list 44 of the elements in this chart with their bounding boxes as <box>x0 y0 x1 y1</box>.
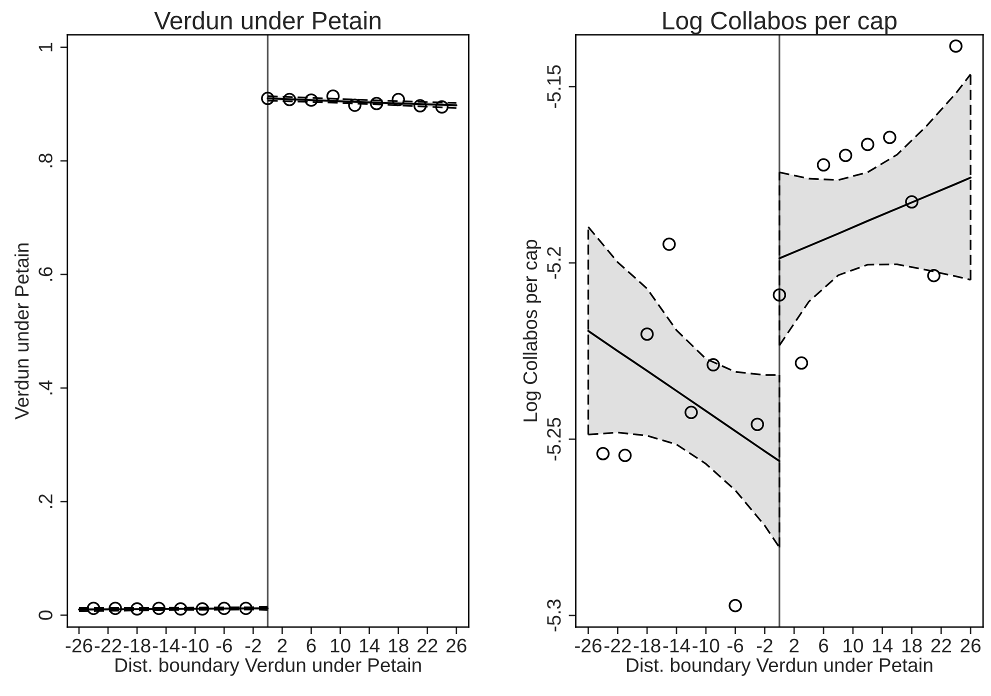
y-tick-label: .4 <box>38 380 52 394</box>
chart-title: Verdun under Petain <box>154 11 380 30</box>
x-tick-label: -6 <box>728 638 744 652</box>
x-tick-label: -10 <box>182 638 208 652</box>
y-axis-title: Verdun under Petain <box>14 244 29 420</box>
y-tick-label: -5.15 <box>547 65 561 108</box>
y-tick-label: 0 <box>38 610 52 620</box>
x-tick-label: 22 <box>931 638 952 652</box>
x-tick-label: 22 <box>418 638 438 652</box>
x-tick-label: 26 <box>446 638 466 652</box>
x-tick-label: -22 <box>604 638 631 652</box>
y-tick-label: .8 <box>38 154 52 168</box>
chart-title: Log Collabos per cap <box>663 11 897 34</box>
x-tick-label: -22 <box>94 638 122 652</box>
y-tick-label: .2 <box>38 494 52 508</box>
y-tick-label: -5.2 <box>547 247 561 279</box>
x-tick-label: 2 <box>278 638 287 652</box>
x-tick-label: 10 <box>330 638 350 652</box>
x-tick-label: 18 <box>389 638 408 652</box>
x-tick-label: -14 <box>152 638 180 652</box>
x-tick-label: -18 <box>634 638 660 652</box>
x-tick-label: -26 <box>575 638 602 652</box>
x-tick-label: 10 <box>844 638 863 652</box>
x-axis-title: Dist. boundary Verdun under Petain <box>116 658 421 676</box>
x-tick-label: -14 <box>663 638 690 652</box>
x-axis-title: Dist. boundary Verdun under Petain <box>626 658 932 676</box>
y-tick-label: -5.3 <box>547 600 561 632</box>
x-tick-label: 26 <box>960 638 981 652</box>
y-tick-label: -5.25 <box>547 418 561 460</box>
y-axis-title: Log Collabos per cap <box>522 240 541 422</box>
x-tick-label: -10 <box>692 638 720 652</box>
x-tick-label: 14 <box>360 638 380 652</box>
x-tick-label: -2 <box>756 638 772 652</box>
x-tick-label: -2 <box>245 638 261 652</box>
x-tick-label: 18 <box>902 638 922 652</box>
x-tick-label: -6 <box>216 638 232 652</box>
x-tick-label: 6 <box>819 638 828 652</box>
y-tick-label: .6 <box>38 267 52 281</box>
x-tick-label: -18 <box>124 638 150 652</box>
x-tick-label: 6 <box>306 638 316 652</box>
x-tick-label: 14 <box>873 638 893 652</box>
x-tick-label: 2 <box>790 638 799 652</box>
y-tick-label: 1 <box>38 42 52 52</box>
x-tick-label: -26 <box>66 638 92 652</box>
